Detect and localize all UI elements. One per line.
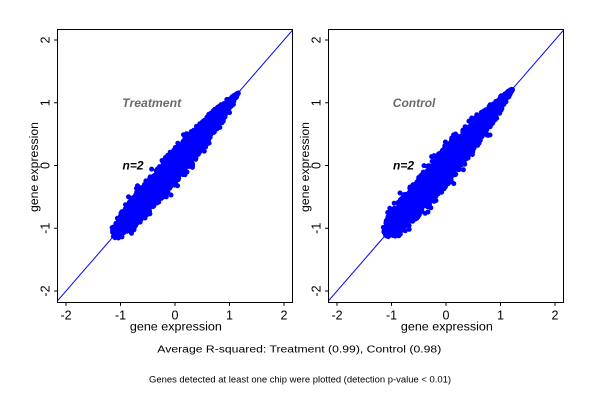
svg-text:-1: -1	[115, 309, 126, 323]
svg-text:Control: Control	[393, 98, 436, 110]
svg-text:2: 2	[39, 36, 53, 43]
svg-text:gene expression: gene expression	[130, 322, 222, 334]
svg-text:0: 0	[39, 162, 53, 169]
svg-text:0: 0	[443, 309, 450, 323]
svg-text:Genes detected at least one ch: Genes detected at least one chip were pl…	[149, 375, 451, 385]
svg-text:1: 1	[226, 309, 233, 323]
svg-text:n=2: n=2	[393, 160, 415, 172]
svg-text:-2: -2	[60, 309, 71, 323]
svg-text:1: 1	[39, 99, 53, 106]
svg-text:-2: -2	[331, 309, 342, 323]
svg-text:0: 0	[310, 162, 324, 169]
svg-text:gene expression: gene expression	[401, 322, 493, 334]
svg-text:2: 2	[281, 309, 288, 323]
svg-text:-2: -2	[39, 285, 53, 296]
svg-text:-1: -1	[386, 309, 397, 323]
svg-text:-2: -2	[310, 285, 324, 296]
svg-text:Treatment: Treatment	[122, 98, 182, 110]
svg-text:1: 1	[310, 99, 324, 106]
svg-text:2: 2	[310, 36, 324, 43]
svg-text:Average R-squared: Treatment (: Average R-squared: Treatment (0.99), Con…	[157, 345, 441, 356]
svg-text:gene expression: gene expression	[29, 122, 41, 212]
svg-text:-1: -1	[39, 223, 53, 234]
svg-text:-1: -1	[310, 223, 324, 234]
svg-text:0: 0	[172, 309, 179, 323]
svg-text:n=2: n=2	[123, 161, 145, 173]
svg-text:gene expression: gene expression	[300, 122, 312, 212]
svg-text:1: 1	[497, 309, 504, 323]
svg-text:2: 2	[552, 309, 559, 323]
